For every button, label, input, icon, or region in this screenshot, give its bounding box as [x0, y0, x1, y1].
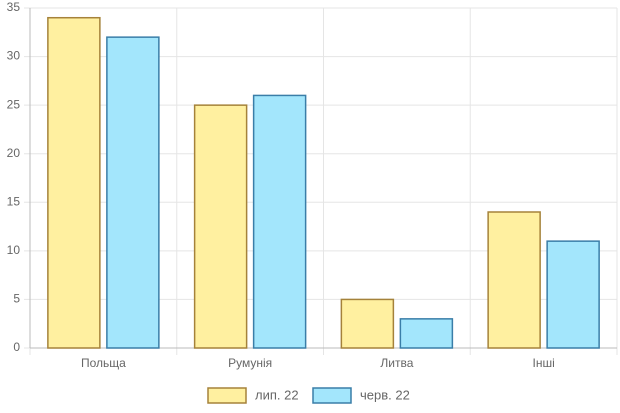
- bar: [193, 104, 248, 349]
- legend-label: лип. 22: [255, 387, 299, 402]
- y-tick-label: 15: [7, 194, 21, 208]
- y-tick-label: 0: [13, 340, 20, 354]
- y-tick-label: 35: [7, 0, 21, 14]
- y-tick-label: 20: [7, 146, 21, 160]
- y-tick-label: 25: [7, 97, 21, 111]
- legend-swatch: [312, 387, 352, 404]
- bar: [487, 211, 541, 349]
- bar: [106, 36, 160, 349]
- x-tick-label: Румунія: [228, 356, 272, 370]
- bar: [340, 298, 395, 349]
- legend-label: черв. 22: [360, 387, 410, 402]
- legend-swatch: [207, 387, 247, 404]
- x-tick-label: Польща: [81, 356, 126, 370]
- bar: [399, 318, 454, 349]
- x-tick-label: Литва: [380, 356, 413, 370]
- bar: [546, 240, 600, 349]
- y-tick-label: 10: [7, 243, 21, 257]
- y-tick-label: 30: [7, 49, 21, 63]
- bar: [47, 16, 101, 349]
- y-tick-label: 5: [13, 292, 20, 306]
- x-tick-label: Інші: [532, 356, 554, 370]
- bar: [252, 94, 307, 349]
